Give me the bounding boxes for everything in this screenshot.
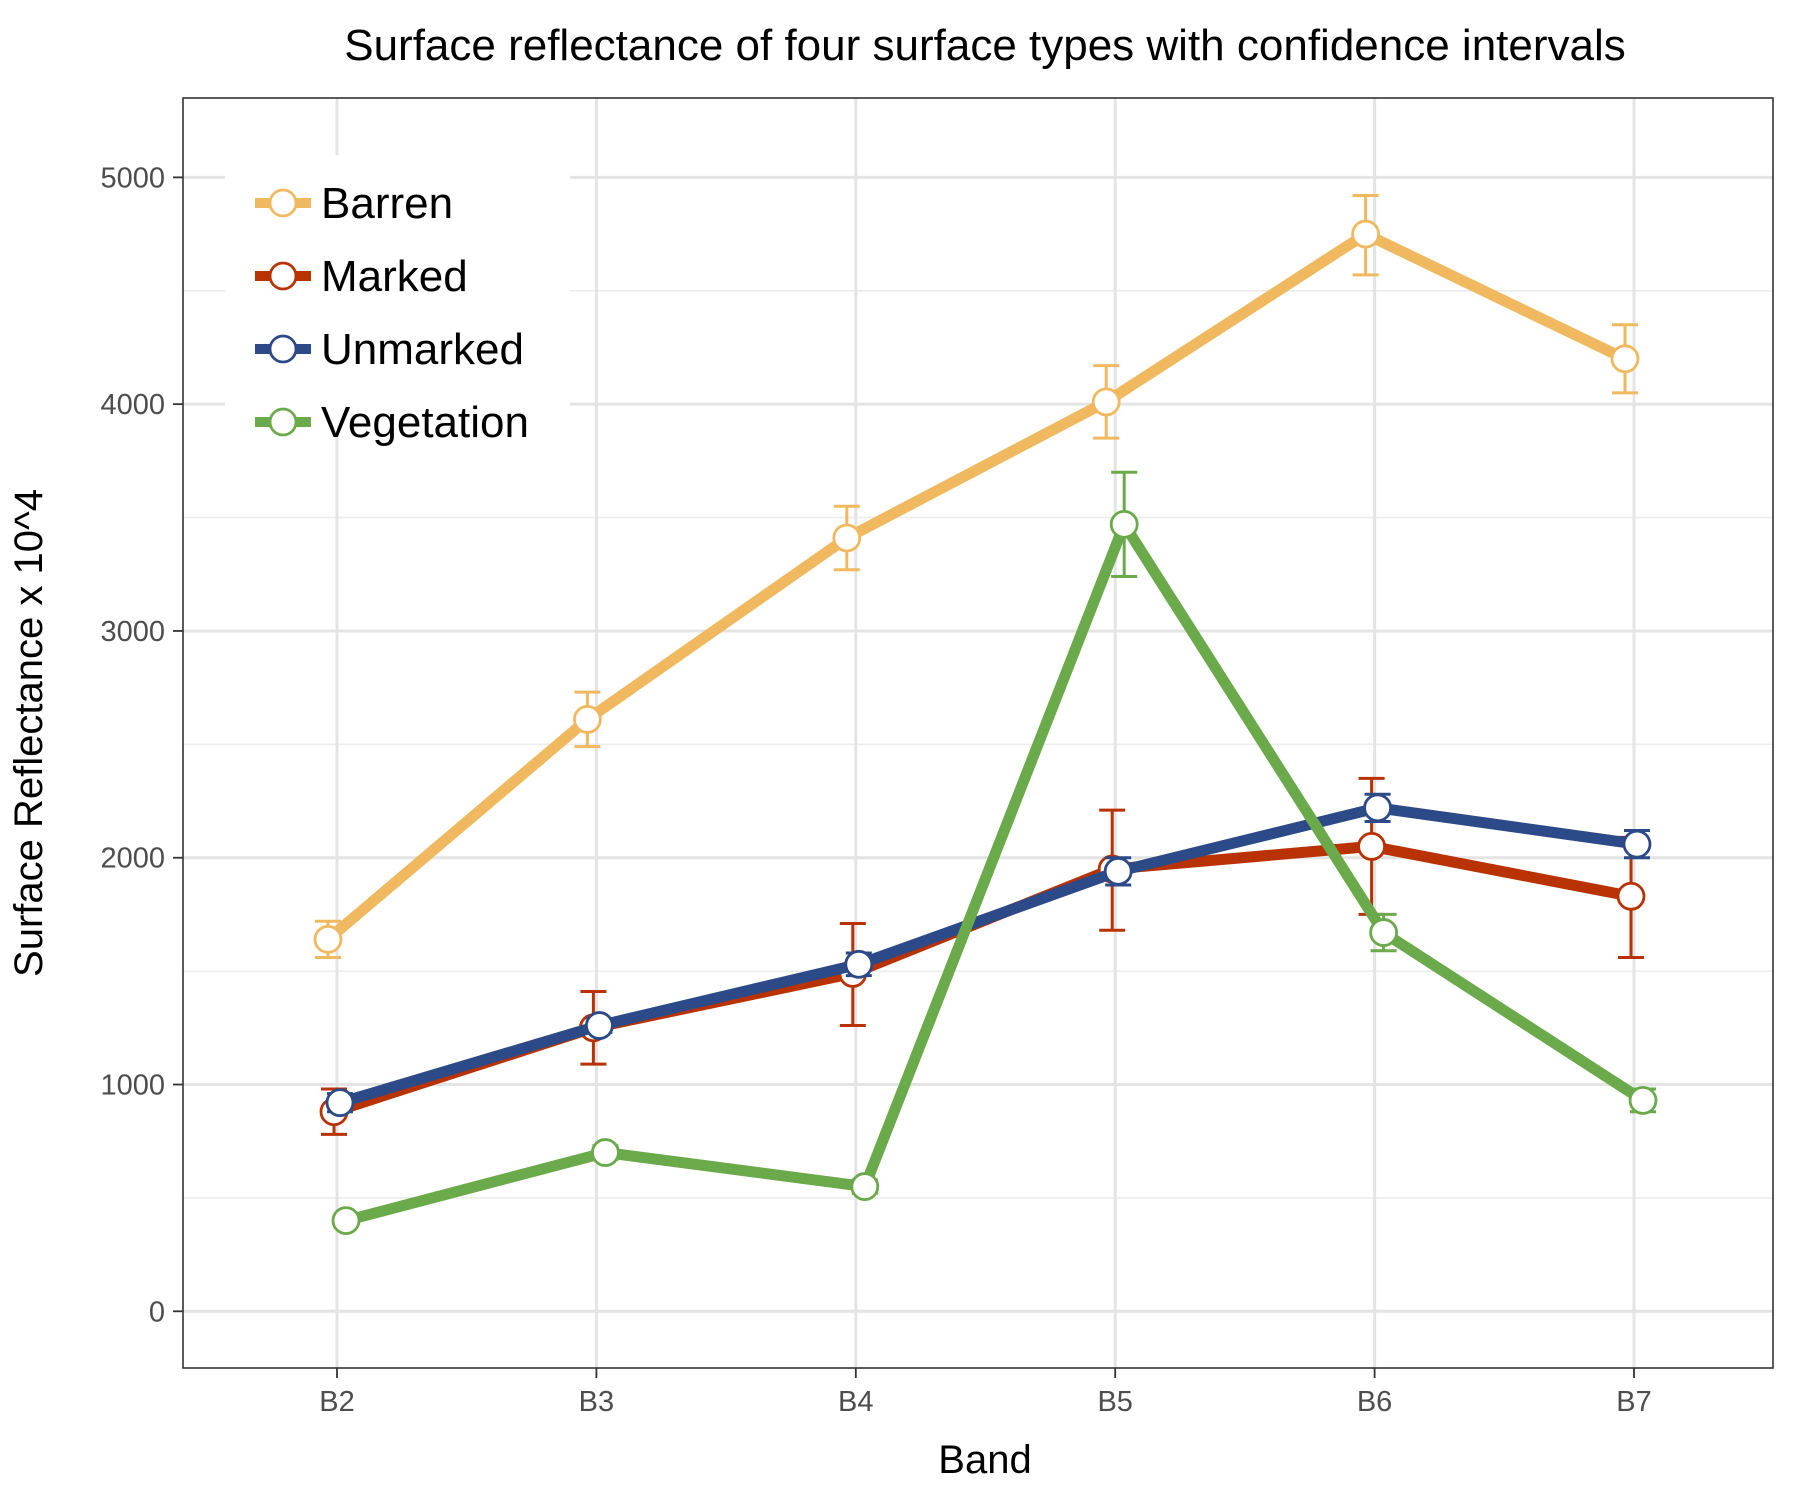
legend-key-marker [268, 407, 298, 437]
point-barren [313, 924, 343, 954]
legend-item-unmarked: Unmarked [255, 325, 524, 374]
y-tick-label: 5000 [100, 162, 165, 194]
series-line-unmarked [338, 802, 1638, 1108]
point-unmarked [1103, 856, 1133, 886]
legend-item-marked: Marked [255, 252, 468, 301]
grid [183, 98, 1773, 1368]
x-tick-label: B2 [319, 1386, 354, 1418]
y-tick-label: 0 [149, 1296, 165, 1328]
legend-key-marker [268, 334, 298, 364]
series-unmarked [325, 792, 1652, 1118]
point-marked [1616, 881, 1646, 911]
legend-item-barren: Barren [255, 179, 453, 228]
point-vegetation [591, 1138, 620, 1167]
x-tick-label: B3 [579, 1386, 614, 1418]
y-axis-ticks: 0 1000 2000 3000 4000 5000 [100, 162, 183, 1328]
legend-label: Vegetation [321, 398, 529, 447]
point-unmarked [585, 1011, 614, 1040]
legend-label: Marked [321, 252, 468, 301]
x-tick-label: B4 [838, 1386, 873, 1418]
y-tick-label: 3000 [100, 616, 165, 648]
point-vegetation [850, 1172, 880, 1201]
x-axis-ticks: B2 B3 B4 B5 B6 B7 [319, 1368, 1652, 1418]
point-vegetation [331, 1206, 361, 1235]
point-unmarked [325, 1088, 355, 1118]
plot-border [182, 97, 1774, 1369]
point-barren [1091, 387, 1121, 417]
legend: Barren Marked Unmarked Vegetation [225, 155, 570, 447]
legend-label: Unmarked [321, 325, 524, 374]
legend-label: Barren [321, 179, 453, 228]
x-tick-label: B6 [1357, 1386, 1392, 1418]
point-barren [832, 523, 862, 553]
point-vegetation [1628, 1085, 1658, 1115]
series-line-vegetation [344, 518, 1646, 1226]
point-marked [1357, 831, 1386, 861]
point-unmarked [844, 949, 874, 979]
point-unmarked [1363, 793, 1392, 823]
point-barren [573, 704, 602, 734]
legend-item-vegetation: Vegetation [255, 398, 529, 447]
series-vegetation [331, 470, 1658, 1235]
y-axis-label: Surface Reflectance x 10^4 [7, 489, 51, 977]
y-tick-label: 1000 [100, 1070, 165, 1102]
x-tick-label: B7 [1616, 1386, 1651, 1418]
legend-key-marker [268, 261, 298, 291]
point-barren [1610, 344, 1640, 374]
legend-key-marker [268, 188, 298, 218]
series-layer [313, 194, 1658, 1235]
chart-title: Surface reflectance of four surface type… [344, 21, 1626, 70]
point-unmarked [1622, 829, 1652, 859]
y-tick-label: 4000 [100, 389, 165, 421]
point-vegetation [1109, 509, 1139, 539]
x-axis-label: Band [938, 1438, 1031, 1482]
series-barren [313, 194, 1640, 960]
x-tick-label: B5 [1097, 1386, 1132, 1418]
point-barren [1351, 219, 1380, 249]
y-tick-label: 2000 [100, 843, 165, 875]
series-line-barren [324, 228, 1628, 944]
point-vegetation [1369, 918, 1398, 947]
